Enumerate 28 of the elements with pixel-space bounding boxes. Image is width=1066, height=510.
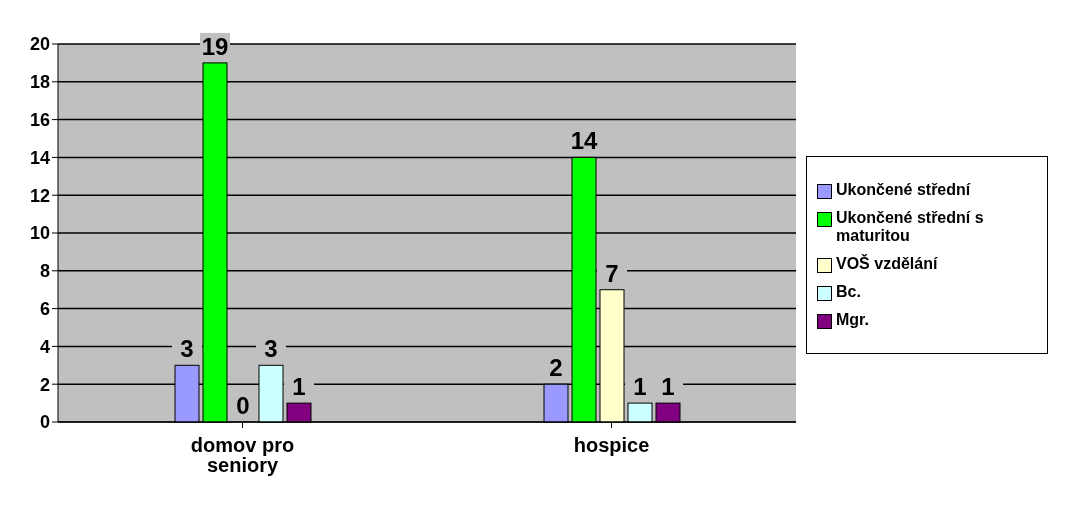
data-label: 0 — [236, 392, 250, 419]
x-tick-label: hospice — [573, 434, 650, 457]
y-tick-label: 14 — [29, 147, 50, 168]
y-tick-label: 12 — [29, 185, 50, 206]
y-tick-label: 4 — [39, 336, 50, 357]
y-tick-label: 6 — [39, 298, 50, 319]
legend-label: Ukončené střední s maturitou — [836, 209, 985, 245]
y-tick-label: 16 — [29, 109, 50, 130]
data-label: 2 — [549, 354, 563, 382]
data-label: 7 — [605, 259, 619, 287]
legend-label: VOŠ vzdělání — [836, 255, 938, 273]
data-label: 1 — [292, 373, 306, 401]
data-label: 14 — [570, 127, 598, 155]
data-label: 1 — [661, 373, 675, 401]
y-tick-label: 0 — [39, 412, 50, 433]
x-tick-label: domov pro seniory — [190, 434, 295, 477]
legend-label: Bc. — [836, 283, 861, 301]
legend-label: Mgr. — [836, 311, 869, 329]
y-tick-label: 18 — [29, 72, 50, 93]
data-label: 1 — [633, 373, 647, 401]
data-label: 3 — [180, 335, 194, 363]
legend-label: Ukončené střední — [836, 181, 971, 199]
data-label: 3 — [264, 335, 278, 363]
y-tick-label: 2 — [39, 374, 50, 395]
y-tick-label: 8 — [39, 261, 50, 282]
data-label: 19 — [201, 32, 229, 60]
y-tick-label: 10 — [29, 223, 50, 244]
y-tick-label: 20 — [29, 34, 50, 55]
